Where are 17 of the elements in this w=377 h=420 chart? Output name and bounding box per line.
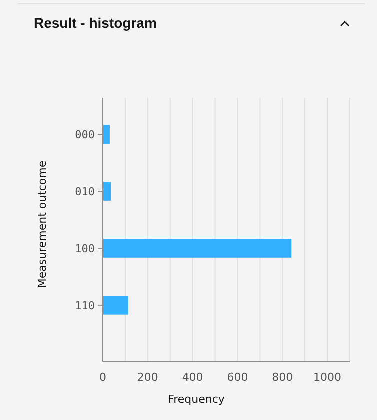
- x-tick-label: 800: [272, 371, 294, 384]
- x-axis-title: Frequency: [168, 393, 226, 406]
- x-tick-label: 200: [137, 371, 158, 384]
- x-tick-label: 1000: [314, 371, 342, 384]
- x-tick-label: 600: [227, 371, 248, 384]
- y-tick-label: 110: [75, 299, 95, 312]
- bar: [103, 125, 110, 144]
- x-tick-label: 400: [182, 371, 204, 384]
- bar: [103, 296, 128, 315]
- bar: [103, 239, 292, 258]
- bar: [103, 182, 112, 201]
- y-tick-label: 000: [75, 128, 95, 142]
- y-axis-title: Measurement outcome: [36, 160, 49, 288]
- y-tick-label: 010: [75, 185, 95, 198]
- chart-title: Result - histogram: [34, 15, 157, 31]
- y-tick-label: 100: [75, 242, 95, 256]
- x-tick-label: 0: [100, 371, 106, 384]
